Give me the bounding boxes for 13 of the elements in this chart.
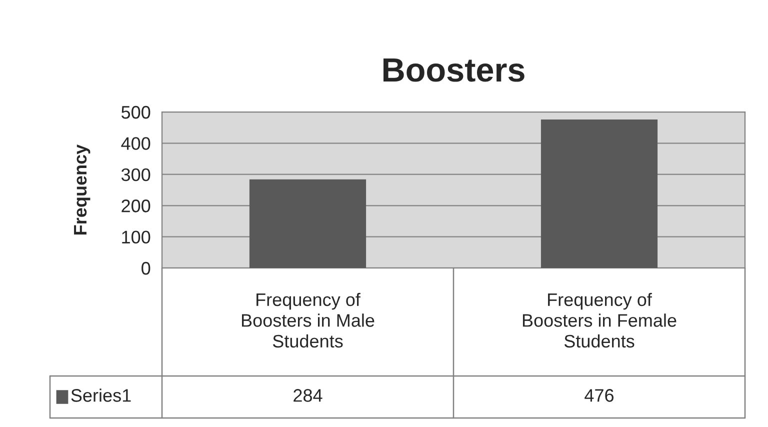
legend-label: Series1: [71, 388, 131, 402]
x-tick-label: Frequency of Boosters in Male Students: [242, 292, 374, 348]
y-tick-label: 0: [142, 262, 150, 275]
y-tick-label: 500: [121, 106, 150, 119]
y-tick-label: 400: [121, 137, 150, 150]
y-axis-title: Frequency: [74, 144, 90, 234]
x-tick-label: Frequency of Boosters in Female Students: [522, 292, 676, 348]
y-tick-label: 300: [121, 168, 150, 182]
y-tick-label: 100: [122, 230, 150, 244]
chart-title: Boosters: [383, 58, 524, 82]
y-tick-label: 200: [122, 200, 150, 212]
data-label: 284: [294, 389, 322, 402]
data-label: 476: [584, 389, 614, 402]
